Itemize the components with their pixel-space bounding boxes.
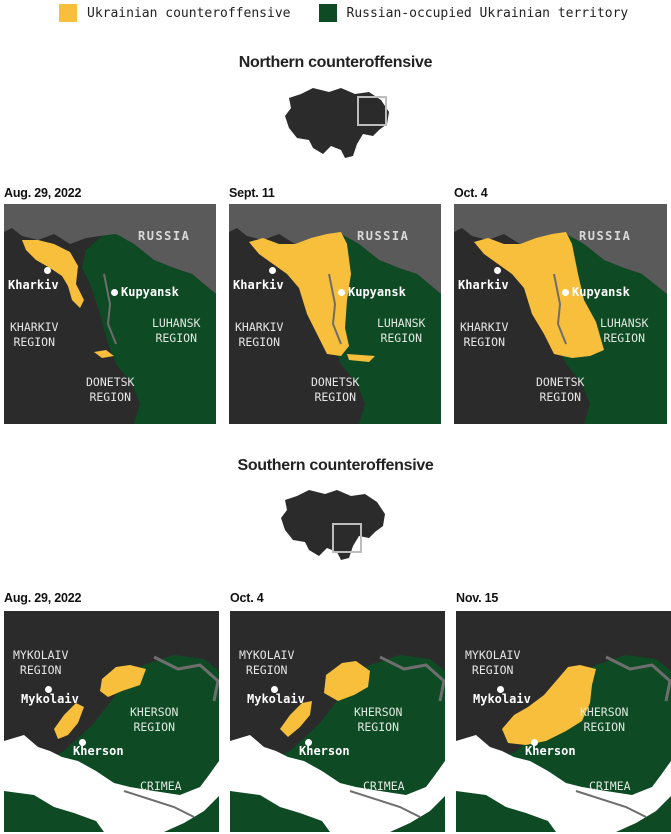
north-map-2: RUSSIA Kharkiv Kupyansk KHARKIV REGION L… xyxy=(229,204,441,424)
counteroffensive-swatch xyxy=(59,4,77,22)
mykolaiv-dot xyxy=(45,686,52,693)
kharkiv-dot xyxy=(269,267,276,274)
luhansk-region-label: LUHANSK REGION xyxy=(600,316,649,345)
north-panel-1-date: Aug. 29, 2022 xyxy=(4,186,82,200)
kherson-dot xyxy=(305,739,312,746)
mykolaiv-dot xyxy=(271,686,278,693)
russia-label: RUSSIA xyxy=(357,229,410,243)
kharkiv-region-label: KHARKIV REGION xyxy=(235,320,284,349)
legend-label-counteroffensive: Ukrainian counteroffensive xyxy=(87,5,291,21)
south-panel-2-date: Oct. 4 xyxy=(230,591,264,605)
north-locator-map xyxy=(283,84,393,170)
kherson-dot xyxy=(79,739,86,746)
legend-item-occupied: Russian-occupied Ukrainian territory xyxy=(318,4,629,22)
south-map-3: MYKOLAIV REGION Mykolaiv Kherson KHERSON… xyxy=(456,611,671,832)
north-section-title: Northern counteroffensive xyxy=(238,54,433,71)
mykolaiv-region-label: MYKOLAIV REGION xyxy=(465,648,521,677)
kharkiv-dot xyxy=(494,267,501,274)
mykolaiv-dot xyxy=(497,686,504,693)
south-locator-map xyxy=(279,486,389,572)
crimea-label: CRIMEA xyxy=(589,779,631,793)
south-map-1: MYKOLAIV REGION Mykolaiv Kherson KHERSON… xyxy=(4,611,219,832)
mykolaiv-label: Mykolaiv xyxy=(247,692,305,706)
legend-item-counteroffensive: Ukrainian counteroffensive xyxy=(59,4,291,22)
south-panel-1-date: Aug. 29, 2022 xyxy=(4,591,82,605)
kupyansk-label: Kupyansk xyxy=(348,285,406,299)
north-map-3: RUSSIA Kharkiv Kupyansk KHARKIV REGION L… xyxy=(454,204,667,424)
kupyansk-dot xyxy=(338,289,345,296)
kharkiv-region-label: KHARKIV REGION xyxy=(460,320,509,349)
kherson-label: Kherson xyxy=(73,744,124,758)
south-map-2: MYKOLAIV REGION Mykolaiv Kherson KHERSON… xyxy=(230,611,445,832)
luhansk-region-label: LUHANSK REGION xyxy=(377,316,426,345)
kherson-region-label: KHERSON REGION xyxy=(580,705,629,734)
map-legend: Ukrainian counteroffensive Russian-occup… xyxy=(59,4,656,22)
luhansk-region-label: LUHANSK REGION xyxy=(152,316,201,345)
kharkiv-dot xyxy=(44,267,51,274)
north-panel-3-date: Oct. 4 xyxy=(454,186,488,200)
crimea-label: CRIMEA xyxy=(363,779,405,793)
russia-label: RUSSIA xyxy=(138,229,191,243)
kupyansk-label: Kupyansk xyxy=(572,285,630,299)
mykolaiv-label: Mykolaiv xyxy=(473,692,531,706)
mykolaiv-region-label: MYKOLAIV REGION xyxy=(13,648,69,677)
kharkiv-region-label: KHARKIV REGION xyxy=(10,320,59,349)
donetsk-region-label: DONETSK REGION xyxy=(311,375,360,404)
kupyansk-dot xyxy=(111,289,118,296)
kherson-label: Kherson xyxy=(299,744,350,758)
mykolaiv-label: Mykolaiv xyxy=(21,692,79,706)
north-panel-2-date: Sept. 11 xyxy=(229,186,275,200)
kupyansk-dot xyxy=(562,289,569,296)
kherson-region-label: KHERSON REGION xyxy=(130,705,179,734)
kherson-label: Kherson xyxy=(525,744,576,758)
crimea-label: CRIMEA xyxy=(140,779,182,793)
donetsk-region-label: DONETSK REGION xyxy=(86,375,135,404)
north-map-1: RUSSIA Kharkiv Kupyansk KHARKIV REGION L… xyxy=(4,204,216,424)
kharkiv-label: Kharkiv xyxy=(233,278,284,292)
occupied-swatch xyxy=(318,4,337,22)
south-section-title: Southern counteroffensive xyxy=(237,457,434,474)
kharkiv-label: Kharkiv xyxy=(458,278,509,292)
kherson-region-label: KHERSON REGION xyxy=(354,705,403,734)
south-panel-3-date: Nov. 15 xyxy=(456,591,499,605)
donetsk-region-label: DONETSK REGION xyxy=(536,375,585,404)
mykolaiv-region-label: MYKOLAIV REGION xyxy=(239,648,295,677)
russia-label: RUSSIA xyxy=(579,229,632,243)
legend-label-occupied: Russian-occupied Ukrainian territory xyxy=(346,5,629,21)
kharkiv-label: Kharkiv xyxy=(8,278,59,292)
kupyansk-label: Kupyansk xyxy=(121,285,179,299)
kherson-dot xyxy=(531,739,538,746)
